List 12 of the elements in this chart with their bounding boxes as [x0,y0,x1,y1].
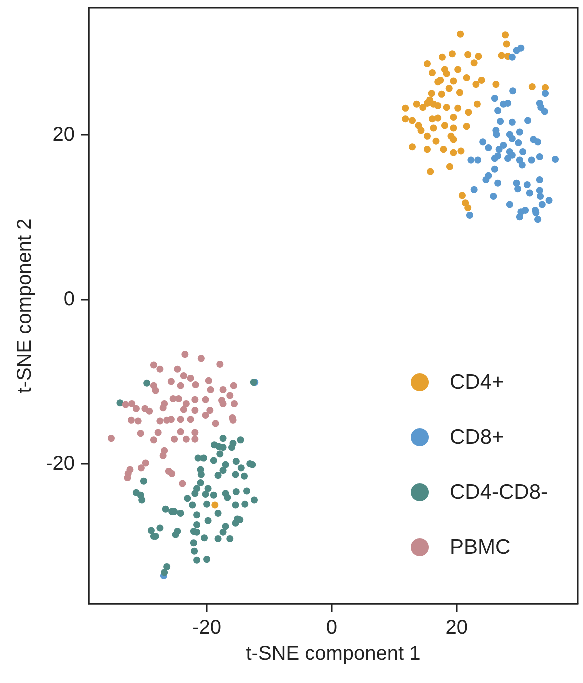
legend-label: PBMC [450,536,511,559]
legend-label: CD8+ [450,426,504,449]
y-tick-label: 0 [64,288,75,310]
legend-label: CD4-CD8- [450,481,548,504]
y-tick-label: -20 [46,453,75,476]
x-tick-label: 20 [446,617,468,639]
x-tick-label: 0 [326,617,338,639]
x-axis-title: t-SNE component 1 [246,643,421,665]
legend-label: CD4+ [450,371,504,394]
y-tick-label: 20 [52,124,75,146]
y-axis-title: t-SNE component 2 [14,218,36,394]
x-tick-label: -20 [192,617,222,639]
